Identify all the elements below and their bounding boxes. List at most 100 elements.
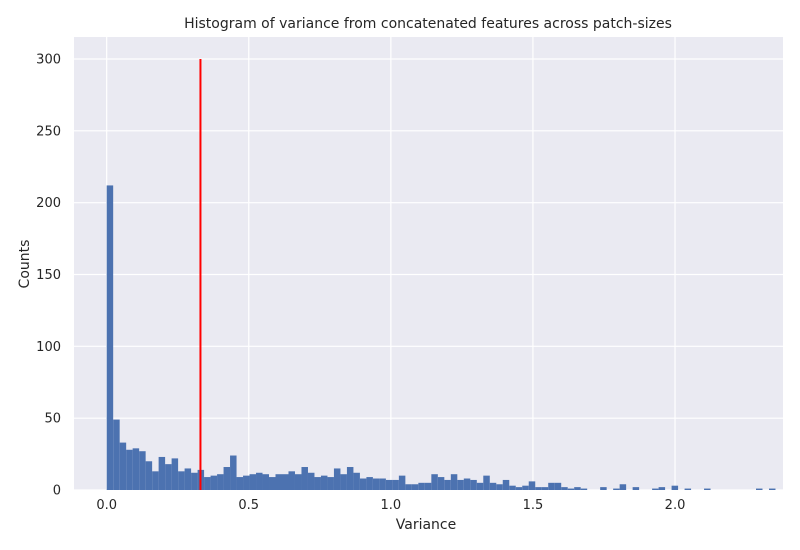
histogram-bar — [126, 449, 133, 490]
y-axis-label: Counts — [17, 240, 33, 289]
histogram-bar — [483, 475, 490, 490]
histogram-bar — [548, 482, 555, 490]
histogram-bar — [327, 477, 334, 490]
histogram-bar — [502, 479, 510, 490]
y-tick-label: 250 — [36, 124, 61, 139]
histogram-bar — [450, 474, 458, 490]
histogram-bar — [294, 474, 302, 490]
histogram-bar — [346, 467, 354, 490]
histogram-bar — [561, 487, 568, 490]
histogram-bar — [392, 479, 399, 490]
histogram-bar — [704, 488, 711, 490]
x-tick-label: 0.0 — [96, 498, 117, 513]
histogram-bar — [353, 472, 360, 490]
histogram-bar — [249, 474, 257, 490]
histogram-bar — [515, 487, 523, 490]
histogram-bar — [256, 472, 263, 490]
histogram-bar — [217, 474, 224, 490]
histogram-bar — [275, 474, 282, 490]
histogram-bar — [333, 468, 341, 490]
histogram-bar — [554, 482, 562, 490]
histogram-bar — [574, 487, 581, 490]
y-axis-ticks: 0 50 100 150 200 250 300 — [36, 53, 61, 499]
histogram-bar — [301, 467, 308, 490]
y-tick-label: 150 — [36, 268, 61, 283]
histogram-bar — [359, 478, 367, 490]
histogram-bar — [418, 482, 425, 490]
histogram-bar — [671, 485, 679, 490]
x-axis-ticks: 0.0 0.5 1.0 1.5 2.0 — [96, 498, 685, 513]
histogram-bar — [236, 477, 244, 490]
histogram-bar — [528, 481, 536, 490]
histogram-bar — [269, 477, 276, 490]
histogram-bars — [106, 185, 776, 490]
histogram-bar — [372, 478, 380, 490]
histogram-bar — [366, 477, 373, 490]
histogram-bar — [106, 185, 114, 490]
histogram-bar — [288, 471, 295, 490]
histogram-bar — [243, 475, 250, 490]
histogram-bar — [496, 484, 503, 490]
histogram-bar — [145, 461, 153, 490]
y-tick-label: 100 — [36, 340, 61, 355]
histogram-bar — [139, 451, 146, 490]
histogram-bar — [171, 458, 179, 490]
histogram-bar — [307, 472, 315, 490]
histogram-bar — [431, 474, 438, 490]
y-tick-label: 300 — [36, 53, 61, 68]
y-tick-label: 50 — [44, 412, 61, 427]
histogram-bar — [632, 487, 640, 490]
histogram-bar — [184, 468, 192, 490]
histogram-bar — [113, 419, 120, 490]
histogram-bar — [340, 474, 347, 490]
x-tick-label: 2.0 — [665, 498, 686, 513]
histogram-bar — [437, 477, 445, 490]
histogram-bar — [158, 456, 166, 490]
histogram-bar — [489, 482, 497, 490]
y-tick-label: 200 — [36, 196, 61, 211]
histogram-bar — [398, 475, 406, 490]
histogram-bar — [262, 474, 270, 490]
y-tick-label: 0 — [53, 484, 61, 499]
histogram-bar — [230, 455, 237, 490]
x-axis-label: Variance — [396, 517, 456, 533]
histogram-bar — [314, 477, 321, 490]
grid-lines — [74, 37, 783, 491]
histogram-bar — [768, 488, 776, 490]
histogram-bar — [756, 488, 763, 490]
histogram-bar — [132, 448, 140, 490]
histogram-bar — [411, 484, 419, 490]
histogram-bar — [567, 488, 575, 490]
histogram-bar — [119, 442, 127, 490]
histogram-bar — [509, 485, 516, 490]
histogram-bar — [457, 479, 464, 490]
histogram-bar — [619, 484, 627, 490]
histogram-bar — [470, 479, 477, 490]
histogram-bar — [320, 475, 328, 490]
histogram-bar — [652, 488, 659, 490]
histogram-bar — [405, 484, 412, 490]
histogram-bar — [223, 467, 231, 490]
histogram-bar — [191, 472, 198, 490]
histogram-bar — [613, 488, 620, 490]
histogram-bar — [379, 478, 386, 490]
histogram-bar — [281, 474, 289, 490]
histogram-bar — [424, 482, 432, 490]
histogram-bar — [476, 482, 484, 490]
x-tick-label: 1.5 — [523, 498, 544, 513]
histogram-bar — [385, 479, 393, 490]
plot-area — [74, 37, 783, 490]
x-tick-label: 0.5 — [238, 498, 259, 513]
histogram-bar — [165, 464, 172, 490]
histogram-bar — [463, 478, 471, 490]
histogram-bar — [152, 471, 159, 490]
histogram-bar — [178, 471, 185, 490]
chart-title: Histogram of variance from concatenated … — [184, 16, 672, 32]
histogram-bar — [658, 487, 666, 490]
histogram-bar — [210, 475, 218, 490]
histogram-bar — [541, 487, 549, 490]
histogram-bar — [600, 487, 607, 490]
histogram-bar — [444, 479, 451, 490]
x-tick-label: 1.0 — [381, 498, 402, 513]
